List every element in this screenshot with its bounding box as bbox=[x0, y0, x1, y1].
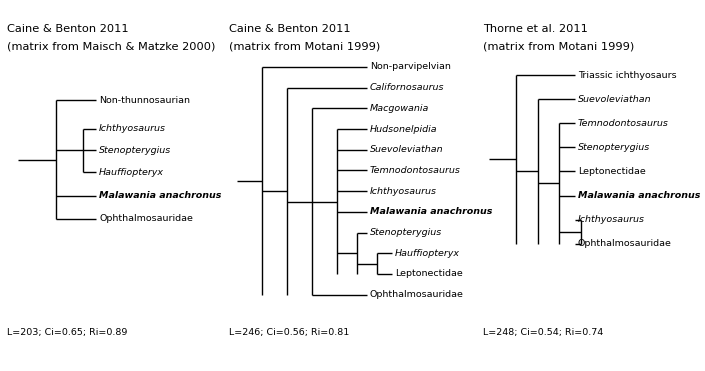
Text: (matrix from Maisch & Matzke 2000): (matrix from Maisch & Matzke 2000) bbox=[7, 42, 216, 52]
Text: L=248; Ci=0.54; Ri=0.74: L=248; Ci=0.54; Ri=0.74 bbox=[483, 328, 603, 338]
Text: Macgowania: Macgowania bbox=[370, 104, 429, 113]
Text: Suevoleviathan: Suevoleviathan bbox=[370, 145, 443, 154]
Text: Non-thunnosaurian: Non-thunnosaurian bbox=[99, 96, 190, 105]
Text: Malawania anachronus: Malawania anachronus bbox=[578, 191, 700, 200]
Text: Suevoleviathan: Suevoleviathan bbox=[578, 95, 651, 104]
Text: (matrix from Motani 1999): (matrix from Motani 1999) bbox=[229, 42, 381, 52]
Text: Temnodontosaurus: Temnodontosaurus bbox=[370, 166, 460, 175]
Text: Hauffiopteryx: Hauffiopteryx bbox=[99, 168, 164, 177]
Text: Non-parvipelvian: Non-parvipelvian bbox=[370, 62, 450, 72]
Text: Stenopterygius: Stenopterygius bbox=[99, 146, 171, 155]
Text: Temnodontosaurus: Temnodontosaurus bbox=[578, 119, 669, 128]
Text: Hauffiopteryx: Hauffiopteryx bbox=[395, 249, 460, 258]
Text: Caine & Benton 2011: Caine & Benton 2011 bbox=[229, 23, 351, 33]
Text: Californosaurus: Californosaurus bbox=[370, 83, 444, 92]
Text: Leptonectidae: Leptonectidae bbox=[578, 167, 646, 176]
Text: Triassic ichthyosaurs: Triassic ichthyosaurs bbox=[578, 71, 677, 80]
Text: L=246; Ci=0.56; Ri=0.81: L=246; Ci=0.56; Ri=0.81 bbox=[229, 328, 350, 338]
Text: Ichthyosaurus: Ichthyosaurus bbox=[578, 215, 645, 224]
Text: Leptonectidae: Leptonectidae bbox=[395, 269, 462, 279]
Text: Caine & Benton 2011: Caine & Benton 2011 bbox=[7, 23, 129, 33]
Text: Ophthalmosauridae: Ophthalmosauridae bbox=[370, 290, 464, 299]
Text: Ophthalmosauridae: Ophthalmosauridae bbox=[99, 214, 193, 223]
Text: Malawania anachronus: Malawania anachronus bbox=[99, 191, 221, 200]
Text: (matrix from Motani 1999): (matrix from Motani 1999) bbox=[483, 42, 634, 52]
Text: L=203; Ci=0.65; Ri=0.89: L=203; Ci=0.65; Ri=0.89 bbox=[7, 328, 128, 338]
Text: Malawania anachronus: Malawania anachronus bbox=[370, 207, 492, 216]
Text: Ophthalmosauridae: Ophthalmosauridae bbox=[578, 239, 672, 248]
Text: Stenopterygius: Stenopterygius bbox=[370, 228, 442, 237]
Text: Stenopterygius: Stenopterygius bbox=[578, 143, 650, 152]
Text: Thorne et al. 2011: Thorne et al. 2011 bbox=[483, 23, 588, 33]
Text: Ichthyosaurus: Ichthyosaurus bbox=[99, 124, 166, 133]
Text: Hudsonelpidia: Hudsonelpidia bbox=[370, 125, 437, 134]
Text: Ichthyosaurus: Ichthyosaurus bbox=[370, 187, 437, 196]
